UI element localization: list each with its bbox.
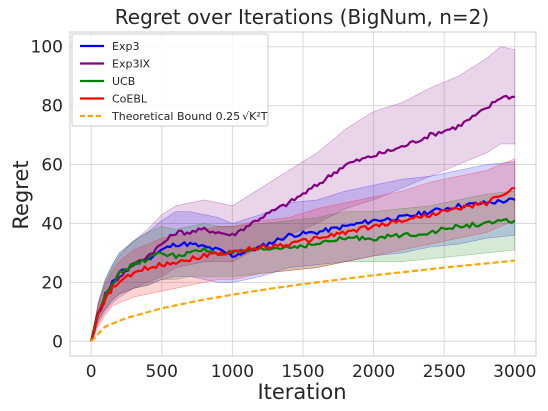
y-tick-label: 80 xyxy=(41,97,63,117)
y-tick-label: 100 xyxy=(31,38,63,58)
y-tick-label: 40 xyxy=(41,214,63,234)
series-line-theoretical-bound-0-25-k-t xyxy=(90,259,515,343)
x-tick-label: 2500 xyxy=(423,362,466,382)
legend-label: Exp3 xyxy=(112,40,139,53)
legend: Exp3 Exp3IX UCB CoEBL Theoretical Bound 0.25… xyxy=(71,33,269,127)
series-line-coebl xyxy=(90,187,515,342)
legend-box xyxy=(71,33,269,127)
chart-title: Regret over Iterations (BigNum, n=2) xyxy=(115,5,489,29)
series-line-exp3ix xyxy=(90,94,515,342)
legend-label: CoEBL xyxy=(112,93,148,106)
y-tick-label: 60 xyxy=(41,156,63,176)
x-tick-label: 0 xyxy=(86,362,97,382)
x-tick-label: 500 xyxy=(146,362,178,382)
series-line-ucb xyxy=(90,218,516,342)
y-tick-label: 0 xyxy=(52,332,63,352)
x-tick-label: 3000 xyxy=(493,362,536,382)
series-lines xyxy=(90,94,516,343)
legend-label: Exp3IX xyxy=(112,58,151,71)
legend-label: UCB xyxy=(112,75,135,88)
band-exp3 xyxy=(90,161,516,342)
x-tick-label: 1500 xyxy=(281,362,324,382)
x-tick-label: 2000 xyxy=(352,362,395,382)
legend-label: Theoretical Bound 0.25 √K²T xyxy=(111,110,268,123)
y-tick-label: 20 xyxy=(41,273,63,293)
y-axis-label: Regret xyxy=(9,160,33,229)
plot-frame xyxy=(69,31,537,357)
x-tick-label: 1000 xyxy=(211,362,254,382)
x-axis-label: Iteration xyxy=(257,380,346,404)
tick-labels: 0 500 1000 1500 2000 2500 3000 0 20 40 60 80 100 xyxy=(31,38,537,382)
